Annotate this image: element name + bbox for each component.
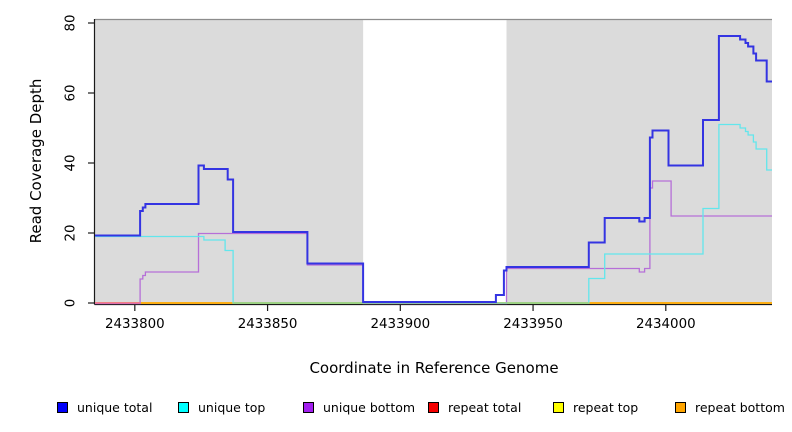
y-tick-label: 20 [63, 224, 79, 242]
legend-swatch-yellow [553, 401, 564, 413]
y-tick-label: 0 [63, 298, 79, 308]
y-axis-title: Read Coverage Depth [27, 78, 45, 244]
legend-swatch-orange [675, 401, 686, 413]
legend-swatch-red [428, 401, 439, 413]
x-tick-label: 2433900 [370, 317, 431, 332]
x-tick-label: 2433950 [503, 317, 563, 332]
legend-label: repeat top [573, 399, 639, 415]
x-axis-title: Coordinate in Reference Genome [309, 359, 559, 377]
legend-label: repeat bottom [695, 399, 785, 415]
legend-swatch-cyan [178, 401, 189, 413]
legend-item-repeat-top: repeat top [553, 399, 639, 415]
legend-item-repeat-total: repeat total [428, 399, 522, 415]
legend-label: repeat total [448, 399, 522, 415]
y-tick-label: 60 [63, 84, 79, 102]
legend-swatch-blue [57, 401, 68, 413]
legend-item-unique-top: unique top [178, 399, 266, 415]
legend-item-repeat-bottom: repeat bottom [675, 399, 785, 415]
y-tick-label: 80 [63, 14, 79, 32]
x-tick-label: 2433850 [237, 317, 298, 332]
x-tick-label: 2433800 [104, 317, 165, 332]
legend-label: unique bottom [323, 399, 416, 415]
legend-label: unique top [198, 399, 266, 415]
x-tick-label: 2434000 [635, 317, 696, 332]
legend-swatch-purple [303, 401, 314, 413]
legend-item-unique-bottom: unique bottom [303, 399, 416, 415]
legend-label: unique total [77, 399, 153, 415]
legend-item-unique-total: unique total [57, 399, 153, 415]
y-tick-label: 40 [63, 154, 79, 172]
